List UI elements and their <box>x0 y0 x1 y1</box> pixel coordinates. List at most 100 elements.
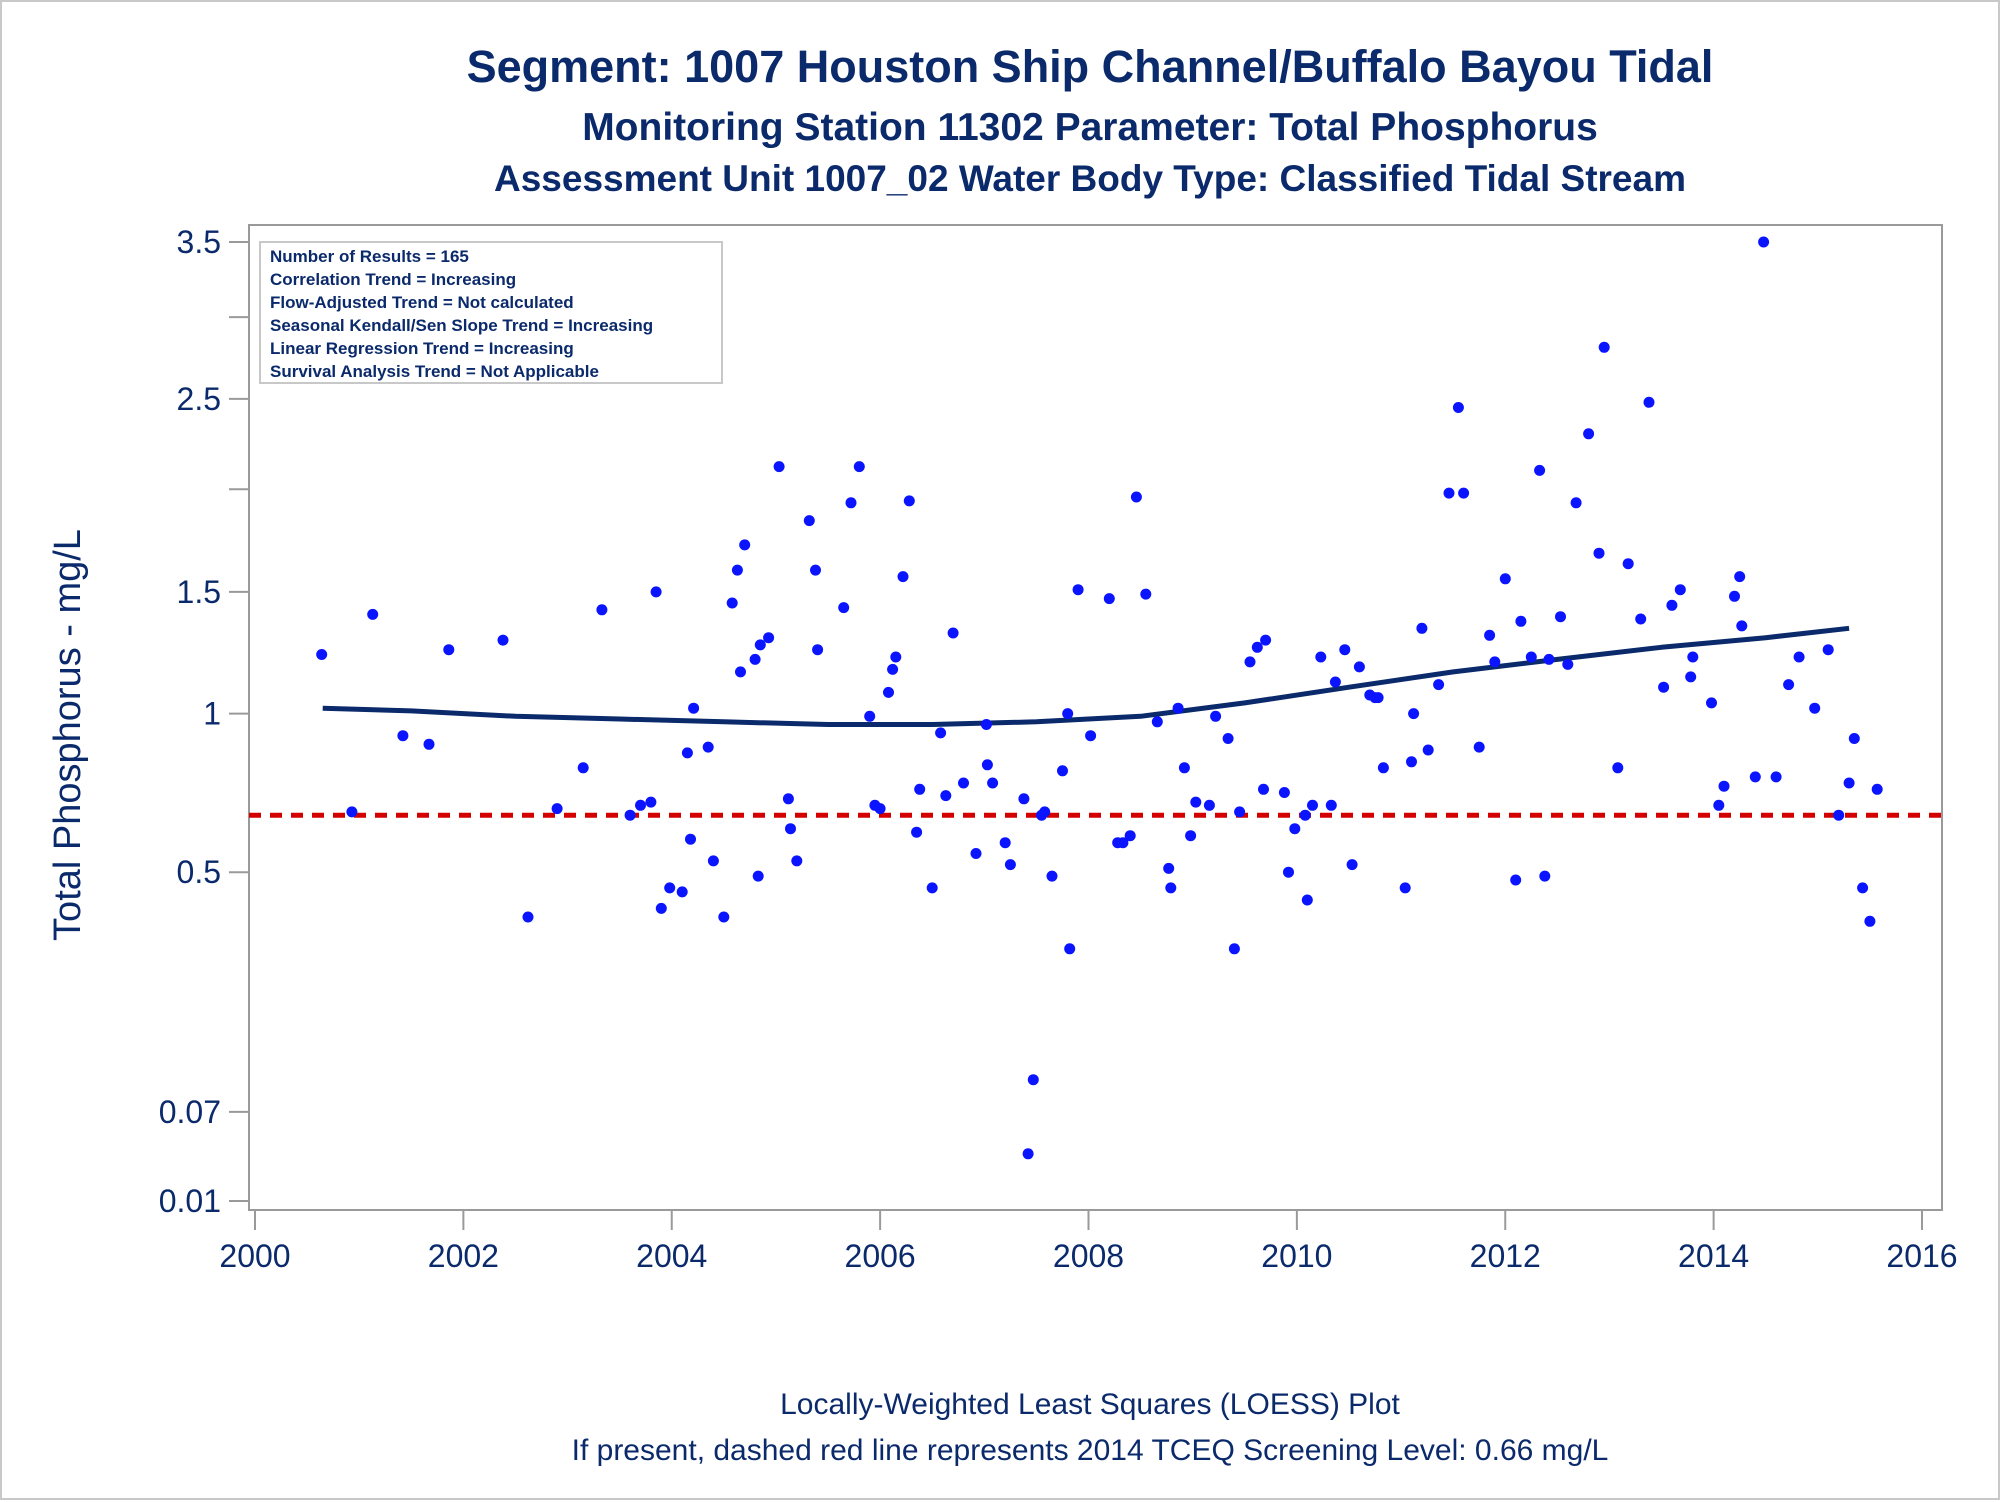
data-point <box>987 777 999 789</box>
data-point <box>1260 634 1272 646</box>
data-point <box>577 762 589 774</box>
data-point <box>1283 866 1294 878</box>
data-point <box>316 649 328 660</box>
data-point <box>1643 396 1655 408</box>
data-point <box>1307 799 1318 811</box>
data-point <box>1484 629 1496 641</box>
data-point <box>911 826 923 838</box>
data-point <box>890 651 902 663</box>
data-point <box>1833 809 1845 821</box>
data-point <box>1871 783 1883 795</box>
data-point <box>981 759 993 771</box>
data-point <box>1635 613 1647 625</box>
data-point <box>423 738 435 750</box>
data-point <box>1057 765 1068 777</box>
data-point <box>1372 692 1384 704</box>
data-point <box>1543 653 1555 665</box>
data-point <box>1408 708 1420 720</box>
x-tick-label: 2000 <box>219 1238 290 1274</box>
data-point <box>397 730 409 742</box>
data-point <box>1406 756 1417 768</box>
data-point <box>1103 593 1115 605</box>
footer-note-loess: Locally-Weighted Least Squares (LOESS) P… <box>780 1388 1400 1421</box>
data-point <box>1770 771 1782 783</box>
data-point <box>655 902 667 914</box>
data-point <box>1329 676 1341 688</box>
data-point <box>1433 679 1445 691</box>
info-box <box>259 241 723 384</box>
y-tick-label: 1 <box>203 696 221 732</box>
info-box-line: Flow-Adjusted Trend = Not calculated <box>270 293 574 312</box>
data-point <box>1399 882 1411 894</box>
data-point <box>1685 671 1697 683</box>
info-box-line: Survival Analysis Trend = Not Applicable <box>270 362 599 381</box>
data-point <box>1729 590 1740 602</box>
data-point <box>1793 651 1805 663</box>
data-point <box>1713 799 1725 811</box>
data-point <box>958 777 969 789</box>
x-tick-label: 2008 <box>1053 1238 1124 1274</box>
data-point <box>980 719 992 730</box>
data-point <box>1443 487 1455 499</box>
data-point <box>688 702 700 714</box>
data-point <box>1289 823 1301 835</box>
data-point <box>1203 799 1215 811</box>
info-box-line: Correlation Trend = Increasing <box>270 270 516 289</box>
data-point <box>1085 730 1097 742</box>
data-point <box>664 882 676 894</box>
data-point <box>1848 733 1860 744</box>
data-point <box>1499 573 1511 585</box>
data-point <box>883 686 894 698</box>
data-point <box>681 747 693 759</box>
y-tick-label: 1.5 <box>177 574 221 610</box>
data-point <box>497 634 509 646</box>
data-point <box>1163 862 1175 874</box>
data-point <box>645 796 657 808</box>
data-point <box>1416 622 1428 634</box>
info-box-line: Number of Results = 165 <box>270 247 469 266</box>
data-point <box>1039 806 1051 818</box>
data-point <box>1534 464 1546 476</box>
data-point <box>1515 615 1527 627</box>
data-point <box>782 793 794 805</box>
data-point <box>1864 915 1876 927</box>
data-point <box>718 911 730 923</box>
data-point <box>1822 644 1834 656</box>
data-point <box>1064 943 1076 955</box>
data-point <box>1165 882 1177 894</box>
loess-line <box>322 625 1850 727</box>
data-point <box>1422 744 1434 756</box>
plot-area: 3.5 2.5 1.5 1 0.5 0.07 0.01 2000 2002 2004 2006 200… <box>159 224 1958 1274</box>
data-point <box>1452 402 1464 413</box>
data-point <box>810 564 821 576</box>
data-point <box>1190 796 1202 808</box>
data-point <box>1210 710 1222 722</box>
data-point <box>1151 716 1163 728</box>
data-point <box>763 632 775 644</box>
y-axis-label: Total Phosphorus - mg/L <box>47 529 89 941</box>
data-point <box>1072 584 1084 596</box>
data-point <box>1706 697 1717 709</box>
data-point <box>1004 859 1016 871</box>
x-tick-label: 2006 <box>845 1238 916 1274</box>
data-point <box>845 497 857 509</box>
chart-title: Segment: 1007 Houston Ship Channel/Buffa… <box>467 41 1714 92</box>
data-point <box>1315 651 1327 663</box>
data-point <box>1062 708 1074 720</box>
data-point <box>1027 1074 1039 1086</box>
data-point <box>739 539 751 551</box>
chart-subtitle-2: Assessment Unit 1007_02 Water Body Type:… <box>494 158 1686 199</box>
x-tick-label: 2010 <box>1261 1238 1332 1274</box>
data-point <box>887 663 899 675</box>
data-point <box>522 911 534 923</box>
data-point <box>1325 799 1337 811</box>
data-point <box>1734 571 1746 583</box>
data-point <box>1736 620 1748 632</box>
data-point <box>650 586 662 598</box>
data-point <box>1234 806 1246 818</box>
data-point <box>1278 787 1290 798</box>
data-point <box>1130 491 1142 503</box>
data-point <box>1222 733 1234 744</box>
data-point <box>1674 584 1686 596</box>
